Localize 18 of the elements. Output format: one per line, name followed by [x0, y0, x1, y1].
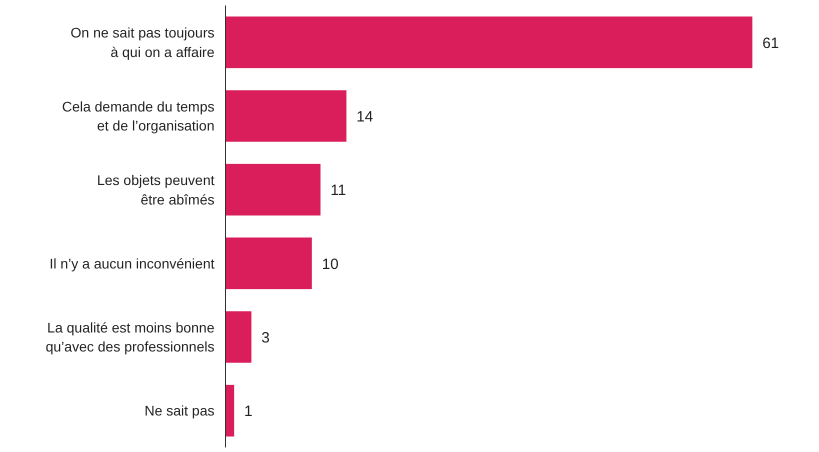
data-label: 1	[244, 403, 252, 420]
data-label: 14	[356, 108, 374, 126]
data-label: 3	[261, 330, 270, 346]
y-tick-label: Il n’y a aucun inconvénient	[50, 255, 215, 272]
bar	[226, 384, 234, 436]
bar	[226, 90, 346, 142]
data-label: 10	[322, 256, 339, 273]
y-tick-label: On ne sait pas toujours à qui on a affaire	[70, 24, 215, 60]
y-tick-label: Cela demande du temps et de l’organisation	[62, 98, 215, 134]
y-tick-label: Ne sait pas	[144, 402, 215, 419]
bar	[226, 164, 321, 216]
y-tick-label: La qualité est moins bonne qu’avec des professionnels	[46, 319, 215, 355]
data-label: 11	[330, 182, 346, 200]
data-label: 61	[762, 34, 780, 52]
y-tick-label: Les objets peuvent être abîmés	[96, 172, 215, 208]
bar	[226, 311, 252, 363]
bar	[226, 16, 752, 68]
bar	[226, 238, 312, 290]
